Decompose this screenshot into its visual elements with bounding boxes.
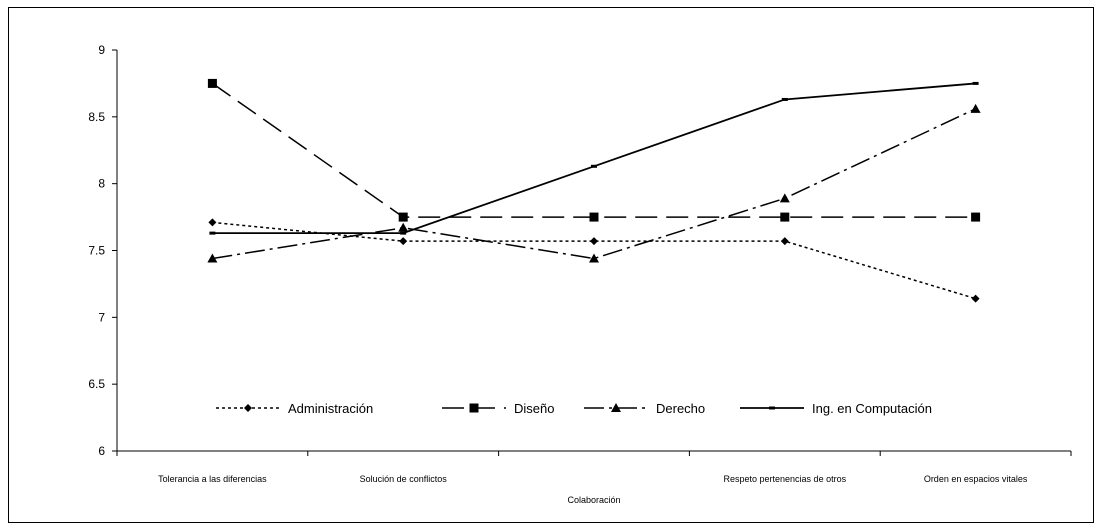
chart-frame: 6 6.5 7 7.5 8 8.5 9 Tolerancia a las diferenci… [8, 7, 1094, 523]
data-point [207, 78, 217, 88]
data-point [781, 97, 788, 101]
series-line [212, 221, 976, 300]
line-chart: 6 6.5 7 7.5 8 8.5 9 Tolerancia a las diferenci… [88, 43, 1072, 505]
y-tick-label: 9 [98, 43, 105, 57]
legend: Administración Diseño Derecho Ing. en Compu… [216, 401, 932, 416]
series-line [212, 108, 976, 260]
data-point [398, 222, 409, 232]
y-tick-label: 8 [98, 177, 105, 191]
legend-marker [611, 403, 621, 412]
y-tick-label: 8.5 [88, 110, 105, 124]
data-point [399, 237, 408, 246]
legend-label: Derecho [656, 401, 705, 416]
legend-label: Diseño [514, 401, 554, 416]
x-category-label: Tolerancia a las diferencias [158, 474, 267, 484]
legend-marker [769, 406, 775, 410]
x-category-label: Respeto pertenencias de otros [724, 474, 847, 484]
data-point [589, 212, 599, 222]
y-tick-label: 6.5 [88, 377, 105, 391]
x-category-label: Orden en espacios vitales [924, 474, 1028, 484]
y-tick-label: 7 [98, 310, 105, 324]
series-3 [209, 81, 979, 235]
data-point [972, 81, 979, 85]
legend-label: Administración [288, 401, 373, 416]
series-line [211, 82, 976, 218]
x-category-label: Solución de conflictos [360, 474, 448, 484]
data-point [207, 253, 218, 263]
data-point [208, 218, 217, 227]
data-point [400, 231, 407, 235]
legend-marker [469, 403, 479, 413]
series-2 [207, 103, 981, 263]
series-0 [208, 218, 980, 303]
data-point [589, 253, 599, 263]
data-point [971, 294, 980, 303]
legend-label: Ing. en Computación [812, 401, 932, 416]
y-axis-ticks: 6 6.5 7 7.5 8 8.5 9 [88, 43, 117, 458]
series-line [212, 82, 976, 235]
chart-axes [116, 50, 1072, 456]
data-point [971, 212, 981, 222]
data-point [209, 231, 216, 235]
data-point [780, 212, 790, 222]
series-layer [207, 78, 981, 303]
data-point [780, 237, 789, 246]
x-axis-category-labels: Tolerancia a las diferencias Solución de … [158, 474, 1028, 505]
y-tick-label: 7.5 [88, 244, 105, 258]
legend-marker [244, 404, 252, 412]
data-point [591, 164, 597, 168]
data-point [398, 212, 408, 222]
series-1 [207, 78, 981, 222]
x-category-label: Colaboración [567, 495, 620, 505]
data-point [590, 237, 598, 246]
y-tick-label: 6 [98, 444, 105, 458]
data-point [779, 193, 790, 203]
data-point [970, 103, 981, 113]
